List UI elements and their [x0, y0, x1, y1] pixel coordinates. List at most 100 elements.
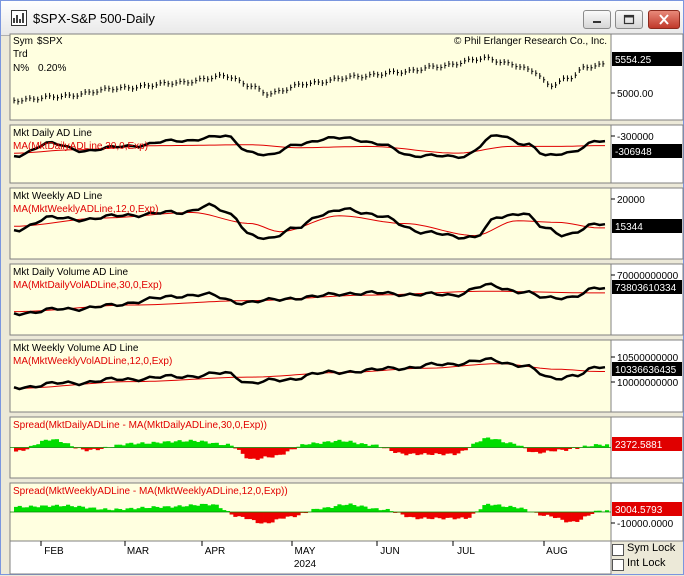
spread-sp1-bar [159, 443, 163, 447]
spread-sp2-bar [434, 512, 438, 517]
spread-sp1-bar [185, 441, 189, 447]
spread-sp1-bar [129, 443, 133, 448]
int-lock-box[interactable] [612, 559, 624, 571]
spread-sp1-bar [330, 442, 334, 447]
spread-sp2-bar [441, 512, 445, 519]
spread-sp2-bar [66, 505, 70, 512]
spread-sp1-bar [200, 441, 204, 448]
spread-sp1-bar [211, 443, 215, 448]
spread-sp1-bar [482, 438, 486, 447]
spread-sp2-bar [256, 512, 260, 523]
spread-sp2-bar [148, 508, 152, 512]
spread-sp2-bar [163, 506, 167, 512]
spread-sp1-bar [241, 448, 245, 454]
spread-sp2-bar [360, 506, 364, 512]
spread-sp2-bar [367, 509, 371, 512]
spread-sp1-bar [263, 448, 267, 457]
spread-sp1-bar [33, 445, 37, 447]
spread-sp1-bar [349, 441, 353, 448]
spread-sp2-bar [497, 504, 501, 512]
spread-sp1-bar [226, 444, 230, 448]
panel-sp2-tick-label: -10000.0000 [617, 519, 674, 530]
spread-sp2-bar [263, 512, 267, 522]
spread-sp1-bar [59, 442, 63, 448]
spread-sp2-bar [508, 506, 512, 512]
spread-sp1-bar [196, 442, 200, 448]
spread-sp2-bar [211, 504, 215, 512]
spread-sp2-bar [349, 503, 353, 512]
spread-sp1-bar [538, 448, 542, 454]
spread-sp1-bar [178, 440, 182, 447]
spread-sp2-bar [375, 508, 379, 512]
spread-sp1-bar [174, 441, 178, 447]
spread-sp2-bar [252, 512, 256, 520]
spread-sp2-bar [334, 506, 338, 512]
spread-sp1-bar [215, 443, 219, 448]
panel-mdad-plot[interactable] [10, 125, 611, 183]
spread-sp2-bar [62, 506, 66, 512]
sym-lock-checkbox[interactable]: Sym Lock [611, 542, 683, 557]
panel-mwad-tick-label: 20000 [617, 195, 645, 206]
spread-sp1-bar [594, 444, 598, 447]
spread-sp1-bar [21, 448, 25, 451]
spread-sp2-bar [152, 506, 156, 512]
spread-sp1-bar [434, 448, 438, 454]
spread-sp1-bar [252, 448, 256, 459]
spread-sp1-bar [389, 448, 393, 452]
panel-mdvad-ma-label: MA(MktDailyVolADLine,30,0,Exp) [13, 280, 162, 291]
spread-sp1-bar [430, 448, 434, 456]
spread-sp2-bar [278, 512, 282, 519]
spread-sp2-bar [482, 505, 486, 512]
spread-sp2-bar [118, 509, 122, 512]
spread-sp1-bar [546, 448, 550, 451]
spread-sp2-bar [501, 507, 505, 512]
spread-sp2-bar [386, 509, 390, 512]
spread-sp2-bar [564, 512, 568, 522]
spread-sp1-bar [244, 448, 248, 459]
spread-sp2-bar [341, 505, 345, 512]
spread-sp2-bar [289, 512, 293, 516]
spread-sp2-bar [207, 505, 211, 512]
sym-lock-label: Sym Lock [627, 542, 675, 554]
panel-price-axis [611, 34, 683, 120]
spread-sp1-bar [427, 448, 431, 455]
spread-sp2-bar [345, 505, 349, 512]
spread-sp1-bar [114, 445, 118, 448]
spread-sp2-bar [196, 506, 200, 512]
spread-sp1-bar [471, 444, 475, 448]
int-lock-checkbox[interactable]: Int Lock [611, 557, 683, 572]
panel-mdad-value-tag-label: -306948 [615, 147, 652, 158]
int-lock-label: Int Lock [627, 557, 666, 569]
panel-sp2-value-tag-label: 3004.5793 [615, 505, 663, 516]
spread-sp2-bar [174, 506, 178, 512]
spread-sp2-bar [88, 508, 92, 512]
spread-sp2-bar [204, 504, 208, 512]
panel-mdvad-title: Mkt Daily Volume AD Line [13, 267, 128, 278]
panel-mdad-ma-label: MA(MktDailyADLine,30,0,Exp) [13, 141, 148, 152]
x-axis-month-label: JUN [380, 546, 399, 557]
spread-sp1-bar [334, 441, 338, 448]
spread-sp1-bar [55, 439, 59, 447]
spread-sp1-bar [412, 448, 416, 454]
spread-sp2-bar [192, 505, 196, 512]
spread-sp1-bar [323, 442, 327, 448]
spread-sp2-bar [144, 508, 148, 512]
sym-lock-box[interactable] [612, 544, 624, 556]
spread-sp1-bar [326, 441, 330, 447]
spread-sp1-bar [393, 448, 397, 453]
spread-sp2-bar [270, 512, 274, 522]
spread-sp2-bar [542, 512, 546, 516]
panel-mdad-title: Mkt Daily AD Line [13, 128, 92, 139]
spread-sp1-bar [363, 444, 367, 448]
spread-sp1-bar [270, 448, 274, 458]
spread-sp2-bar [14, 507, 18, 512]
spread-sp1-bar [531, 448, 535, 453]
spread-sp2-bar [36, 507, 40, 512]
spread-sp2-bar [412, 512, 416, 517]
spread-sp2-bar [170, 508, 174, 512]
spread-sp1-bar [308, 444, 312, 447]
spread-sp2-bar [133, 509, 137, 512]
spread-sp2-bar [18, 506, 22, 512]
spread-sp1-bar [237, 448, 241, 450]
